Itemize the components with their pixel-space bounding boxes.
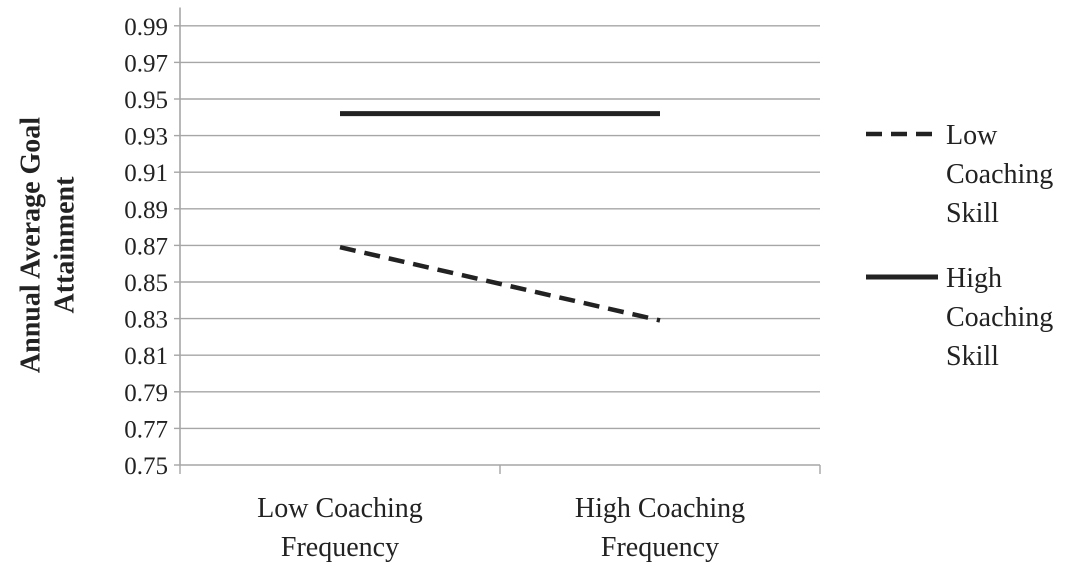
y-tick-label: 0.89 [124, 197, 168, 224]
y-axis-title-line: Annual Average Goal [15, 117, 46, 373]
y-tick-label: 0.85 [124, 270, 168, 297]
x-tick-label: High Coaching [575, 493, 745, 524]
y-tick-label: 0.79 [124, 380, 168, 407]
x-tick-label: Low Coaching [257, 493, 423, 524]
y-tick-labels: 0.75 0.77 0.79 0.81 0.83 0.85 0.87 0.89 0.91 0.93… [124, 14, 168, 480]
series-lines [339, 111, 661, 323]
y-axis-title-line: Attainment [49, 176, 80, 314]
series-line [339, 245, 661, 323]
y-tick-label: 0.77 [124, 416, 168, 443]
y-tick-label: 0.97 [124, 50, 168, 77]
y-tick-label: 0.99 [124, 14, 168, 41]
x-tick-label: Frequency [281, 532, 399, 563]
y-tick-label: 0.81 [124, 343, 168, 370]
y-tick-label: 0.93 [124, 124, 168, 151]
y-tick-label: 0.87 [124, 233, 168, 260]
legend-label: Skill [946, 198, 999, 229]
axes [174, 7, 821, 474]
legend: Low Coaching Skill High Coaching Skill [866, 120, 1053, 372]
y-axis-title: Annual Average Goal Attainment [15, 117, 80, 373]
legend-label: Low [946, 120, 998, 151]
legend-label: Coaching [946, 159, 1053, 190]
y-tick-label: 0.75 [124, 453, 168, 480]
y-tick-label: 0.83 [124, 307, 168, 334]
y-tick-label: 0.91 [124, 160, 168, 187]
legend-label: Coaching [946, 302, 1053, 333]
legend-label: High [946, 263, 1002, 294]
legend-label: Skill [946, 341, 999, 372]
gridlines [180, 25, 820, 430]
y-tick-label: 0.95 [124, 87, 168, 114]
x-tick-label: Frequency [601, 532, 719, 563]
x-tick-labels: Low Coaching Frequency High Coaching Freque… [257, 493, 745, 563]
